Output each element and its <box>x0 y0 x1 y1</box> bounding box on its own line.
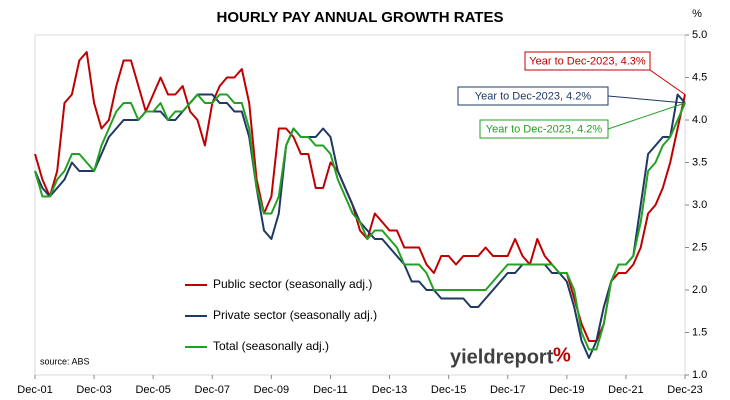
x-tick-label: Dec-13 <box>372 384 407 396</box>
x-tick-label: Dec-09 <box>254 384 289 396</box>
legend-label: Private sector (seasonally adj.) <box>213 308 377 322</box>
y-tick-label: 5.0 <box>692 29 707 41</box>
annotation-box <box>524 51 651 71</box>
annotation-arrow <box>607 102 686 130</box>
logo: yieldreport <box>450 346 554 368</box>
logo-symbol: % <box>553 344 571 366</box>
annotation: Year to Dec-2023, 4.2% <box>475 90 592 102</box>
x-tick-label: Dec-07 <box>195 384 230 396</box>
annotation: Year to Dec-2023, 4.2% <box>486 123 603 135</box>
y-tick-label: 3.0 <box>692 199 707 211</box>
y-tick-label: 1.0 <box>692 369 707 381</box>
legend-label: Public sector (seasonally adj.) <box>213 277 372 291</box>
annotation: Year to Dec-2023, 4.3% <box>529 55 646 67</box>
annotation-arrow <box>649 69 686 95</box>
chart-title: HOURLY PAY ANNUAL GROWTH RATES <box>217 9 504 26</box>
x-tick-label: Dec-17 <box>490 384 525 396</box>
annotation-arrow <box>607 95 686 104</box>
x-tick-label: Dec-01 <box>17 384 52 396</box>
source: source: ABS <box>40 356 90 366</box>
x-tick-label: Dec-23 <box>667 384 702 396</box>
y-tick-label: 4.0 <box>692 114 707 126</box>
x-tick-label: Dec-03 <box>76 384 111 396</box>
y-tick-label: 1.5 <box>692 326 707 338</box>
y-tick-label: 2.5 <box>692 241 707 253</box>
x-tick-label: Dec-11 <box>313 384 348 396</box>
x-tick-label: Dec-05 <box>135 384 170 396</box>
y-unit: % <box>692 8 702 20</box>
plot-frame <box>34 34 686 376</box>
x-tick-label: Dec-21 <box>608 384 643 396</box>
y-tick-label: 4.5 <box>692 71 707 83</box>
x-tick-label: Dec-19 <box>549 384 584 396</box>
annotation-box <box>479 119 609 139</box>
series-line <box>34 93 686 351</box>
annotation-box <box>457 86 609 106</box>
legend-label: Total (seasonally adj.) <box>213 339 329 353</box>
x-tick-label: Dec-15 <box>431 384 466 396</box>
y-tick-label: 3.5 <box>692 156 707 168</box>
y-tick-label: 2.0 <box>692 284 707 296</box>
